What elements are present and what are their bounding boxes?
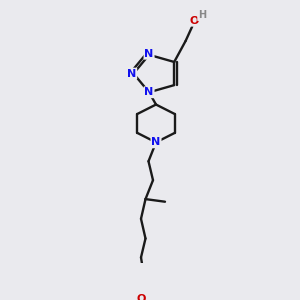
Text: N: N [152, 137, 160, 147]
Text: N: N [144, 49, 154, 59]
Text: N: N [144, 87, 154, 97]
Text: O: O [136, 294, 146, 300]
Text: O: O [189, 16, 199, 26]
Text: H: H [198, 11, 206, 20]
Text: N: N [127, 68, 136, 79]
